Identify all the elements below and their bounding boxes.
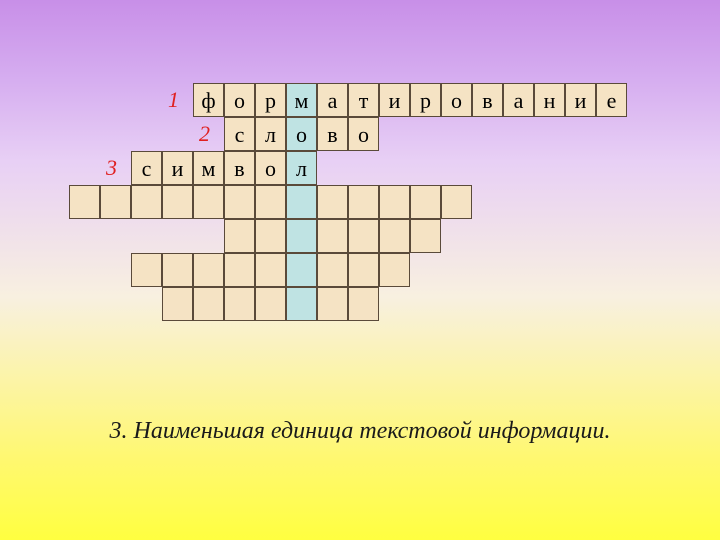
crossword-cell: о [224, 83, 255, 117]
crossword-cell: о [348, 117, 379, 151]
crossword-cell: и [565, 83, 596, 117]
crossword-cell: с [224, 117, 255, 151]
crossword-cell [193, 287, 224, 321]
crossword-cell [162, 287, 193, 321]
clue-text: 3. Наименьшая единица текстовой информац… [0, 418, 720, 445]
crossword-cell: и [379, 83, 410, 117]
row-number: 2 [199, 121, 210, 147]
crossword-cell [317, 287, 348, 321]
crossword-cell [224, 287, 255, 321]
crossword-cell [224, 253, 255, 287]
crossword-cell [410, 219, 441, 253]
crossword-cell [286, 253, 317, 287]
crossword-cell: л [286, 151, 317, 185]
crossword-cell [69, 185, 100, 219]
crossword-cell [286, 185, 317, 219]
crossword-cell [224, 185, 255, 219]
crossword-cell [317, 185, 348, 219]
crossword-cell [224, 219, 255, 253]
crossword-cell [348, 219, 379, 253]
crossword-cell [379, 253, 410, 287]
crossword-cell [348, 253, 379, 287]
crossword-cell [441, 185, 472, 219]
crossword-cell: р [255, 83, 286, 117]
crossword-cell [193, 185, 224, 219]
crossword-cell [193, 253, 224, 287]
crossword-cell: н [534, 83, 565, 117]
crossword-cell: л [255, 117, 286, 151]
crossword-cell [131, 185, 162, 219]
row-number: 3 [106, 155, 117, 181]
crossword-cell: о [286, 117, 317, 151]
crossword-cell [317, 219, 348, 253]
crossword-cell [255, 287, 286, 321]
crossword-cell: в [317, 117, 348, 151]
crossword-cell: ф [193, 83, 224, 117]
crossword-cell [255, 219, 286, 253]
crossword-cell [162, 185, 193, 219]
crossword-cell: р [410, 83, 441, 117]
crossword-cell [348, 287, 379, 321]
crossword-cell: с [131, 151, 162, 185]
crossword-cell [348, 185, 379, 219]
crossword-cell [100, 185, 131, 219]
crossword-cell: в [224, 151, 255, 185]
crossword-cell: м [286, 83, 317, 117]
crossword-cell: е [596, 83, 627, 117]
crossword-cell [410, 185, 441, 219]
crossword-cell [255, 253, 286, 287]
crossword-cell: о [255, 151, 286, 185]
crossword-cell: м [193, 151, 224, 185]
crossword-cell [162, 253, 193, 287]
crossword-cell [317, 253, 348, 287]
crossword-cell: а [317, 83, 348, 117]
crossword-cell [255, 185, 286, 219]
crossword-cell [286, 219, 317, 253]
crossword-cell [379, 219, 410, 253]
row-number: 1 [168, 87, 179, 113]
crossword-cell [379, 185, 410, 219]
crossword-cell: в [472, 83, 503, 117]
crossword-cell [131, 253, 162, 287]
crossword-cell: о [441, 83, 472, 117]
crossword-cell: т [348, 83, 379, 117]
crossword-cell: и [162, 151, 193, 185]
crossword-cell [286, 287, 317, 321]
crossword-cell: а [503, 83, 534, 117]
